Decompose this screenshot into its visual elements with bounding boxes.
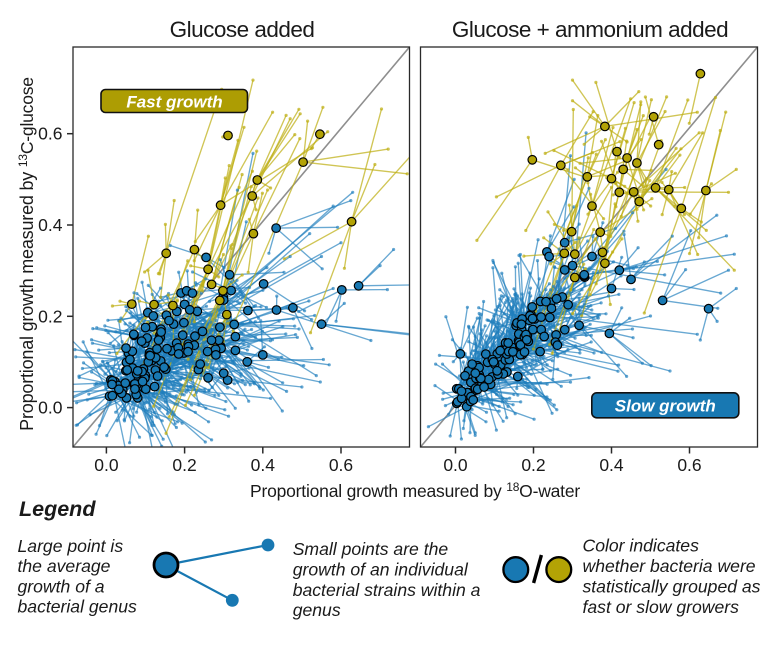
svg-text:0.0: 0.0 bbox=[443, 455, 468, 475]
svg-text:0.4: 0.4 bbox=[599, 455, 624, 475]
svg-text:0.6: 0.6 bbox=[38, 124, 62, 144]
svg-text:0.0: 0.0 bbox=[38, 398, 63, 418]
svg-text:bacterial genus: bacterial genus bbox=[18, 597, 138, 617]
svg-text:Large point is: Large point is bbox=[18, 536, 124, 556]
svg-text:whether bacteria were: whether bacteria were bbox=[583, 556, 756, 576]
svg-text:Glucose added: Glucose added bbox=[170, 17, 315, 42]
svg-text:Fast growth: Fast growth bbox=[126, 93, 222, 112]
svg-text:Small points are the: Small points are the bbox=[293, 539, 449, 559]
svg-text:fast or slow growers: fast or slow growers bbox=[583, 597, 740, 617]
svg-text:0.4: 0.4 bbox=[38, 215, 63, 235]
svg-text:statistically grouped as: statistically grouped as bbox=[583, 576, 761, 596]
svg-text:Proportional growth measured b: Proportional growth measured by 18O-wate… bbox=[250, 480, 580, 501]
svg-text:Glucose + ammonium added: Glucose + ammonium added bbox=[452, 17, 728, 42]
svg-text:genus: genus bbox=[293, 600, 341, 620]
svg-text:0.6: 0.6 bbox=[677, 455, 701, 475]
svg-text:0.6: 0.6 bbox=[329, 455, 353, 475]
svg-text:Color indicates: Color indicates bbox=[583, 535, 700, 555]
svg-text:0.0: 0.0 bbox=[94, 455, 119, 475]
svg-text:0.2: 0.2 bbox=[521, 455, 545, 475]
svg-text:0.2: 0.2 bbox=[172, 455, 196, 475]
svg-text:Proportional growth measured b: Proportional growth measured by 13C-gluc… bbox=[16, 77, 37, 431]
svg-text:0.4: 0.4 bbox=[251, 455, 276, 475]
svg-text:Slow growth: Slow growth bbox=[615, 396, 716, 415]
svg-text:the average: the average bbox=[18, 556, 111, 576]
svg-text:Legend: Legend bbox=[19, 497, 96, 521]
svg-text:0.2: 0.2 bbox=[38, 306, 62, 326]
svg-text:growth of a: growth of a bbox=[18, 576, 105, 596]
svg-text:bacterial strains within a: bacterial strains within a bbox=[293, 580, 481, 600]
svg-text:growth of an individual: growth of an individual bbox=[293, 559, 469, 579]
